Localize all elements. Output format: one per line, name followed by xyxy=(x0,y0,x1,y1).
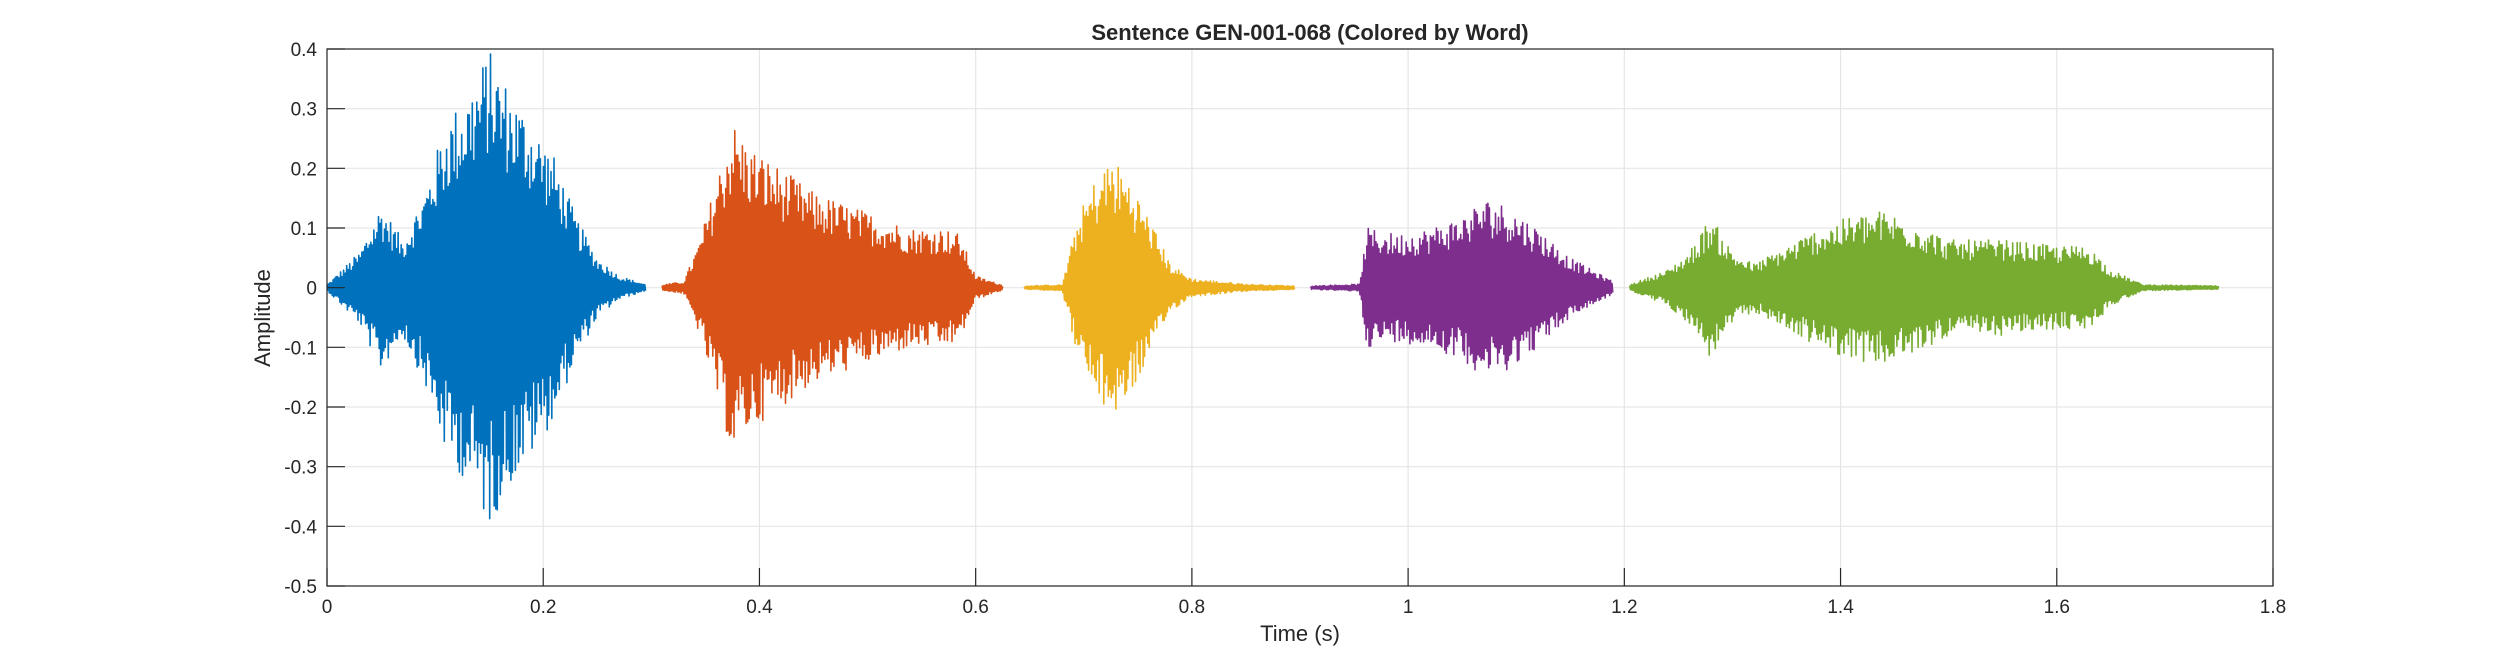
y-tick-label: 0.1 xyxy=(291,219,317,240)
x-axis-label: Time (s) xyxy=(1260,621,1340,646)
x-tick-label: 0.4 xyxy=(746,597,773,618)
y-tick-label: -0.1 xyxy=(284,338,317,359)
x-tick-label: 0.6 xyxy=(962,597,988,618)
waveform-series-4 xyxy=(1310,202,1614,371)
x-tick-label: 0.2 xyxy=(530,597,556,618)
series-layer xyxy=(326,53,2220,520)
plot-area: 0 0.2 0.4 0.6 0.8 1 1.2 1.4 1.6 1.8 -0.5-0.4-0.3-… xyxy=(284,40,2286,618)
y-tick-label: 0.4 xyxy=(291,40,318,61)
x-tick-label: 1 xyxy=(1403,597,1414,618)
y-tick-label: 0.3 xyxy=(291,100,317,121)
x-axis: 0 0.2 0.4 0.6 0.8 1 1.2 1.4 1.6 1.8 xyxy=(322,568,2286,618)
x-tick-label: 0 xyxy=(322,597,333,618)
chart-title: Sentence GEN-001-068 (Colored by Word) xyxy=(1091,20,1528,45)
waveform-series-1 xyxy=(326,53,647,520)
y-axis-label: Amplitude xyxy=(250,269,275,367)
y-tick-label: 0.2 xyxy=(291,159,317,180)
x-tick-label: 1.4 xyxy=(1827,597,1854,618)
y-tick-label: -0.4 xyxy=(284,517,317,538)
axes-box xyxy=(326,48,2274,587)
x-tick-label: 1.8 xyxy=(2260,597,2286,618)
waveform-series-5 xyxy=(1628,211,2220,362)
waveform-series-3 xyxy=(1023,166,1296,410)
waveform-series-2 xyxy=(661,129,1004,438)
y-axis: -0.5 -0.4 -0.3 -0.2 -0.1 0 0.1 0.2 0.3 0.4 xyxy=(284,40,345,598)
x-tick-label: 1.2 xyxy=(1611,597,1637,618)
y-tick-label: -0.5 xyxy=(284,577,317,598)
y-tick-label: -0.2 xyxy=(284,398,317,419)
y-tick-label: 0 xyxy=(306,279,317,300)
x-tick-label: 1.6 xyxy=(2044,597,2070,618)
y-tick-label: -0.3 xyxy=(284,458,317,479)
x-tick-label: 0.8 xyxy=(1179,597,1205,618)
